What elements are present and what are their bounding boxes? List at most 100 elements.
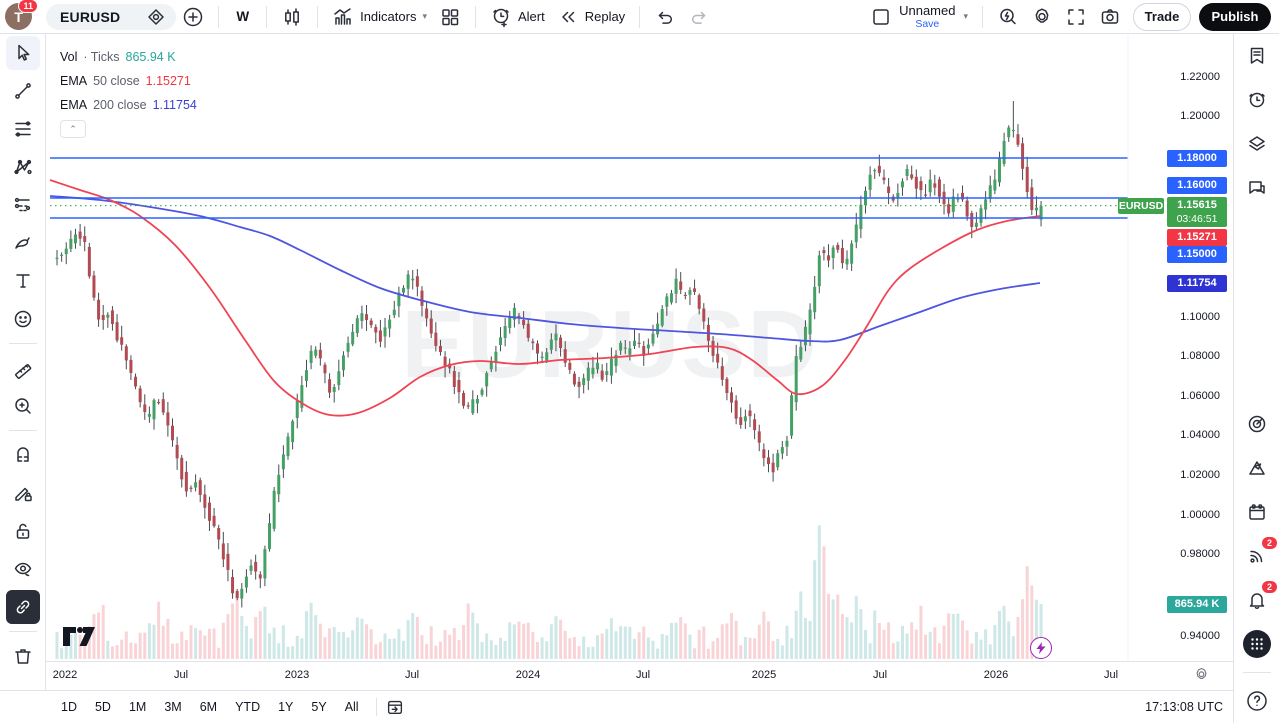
candle-up bbox=[905, 169, 909, 176]
chat-panel-button[interactable] bbox=[1240, 171, 1274, 205]
help-button[interactable] bbox=[1240, 684, 1274, 718]
layers-panel-button[interactable] bbox=[1240, 127, 1274, 161]
volume-bar bbox=[919, 605, 923, 659]
chart-pane[interactable]: EURUSD Vol · Ticks 865.94 K EMA 50 close… bbox=[46, 34, 1233, 690]
magnet-mode-button[interactable] bbox=[6, 438, 40, 472]
indicators-button[interactable]: Indicators ▾ bbox=[326, 2, 433, 32]
legend-row-volume[interactable]: Vol · Ticks 865.94 K bbox=[60, 45, 197, 69]
redo-button[interactable] bbox=[682, 2, 716, 32]
candle-down bbox=[166, 412, 170, 426]
range-button-all[interactable]: All bbox=[344, 700, 359, 714]
range-button-1m[interactable]: 1M bbox=[128, 700, 147, 714]
range-button-6m[interactable]: 6M bbox=[199, 700, 218, 714]
legend-collapse-button[interactable]: ⌃ bbox=[60, 120, 86, 138]
fib-tool-button[interactable] bbox=[6, 112, 40, 146]
candle-up bbox=[244, 576, 248, 588]
calendar-panel-button[interactable] bbox=[1240, 495, 1274, 529]
notifications-button[interactable]: 2 bbox=[1240, 581, 1277, 617]
fullscreen-button[interactable] bbox=[1059, 2, 1093, 32]
candle-up bbox=[669, 293, 673, 303]
axis-settings-gear-icon[interactable] bbox=[1193, 666, 1210, 683]
ideas-panel-button[interactable] bbox=[1240, 407, 1274, 441]
market-status-flash-button[interactable] bbox=[1030, 637, 1052, 659]
price-chart-canvas[interactable] bbox=[46, 34, 1233, 690]
volume-bar bbox=[480, 641, 484, 659]
cursor-tool-button[interactable] bbox=[5, 36, 40, 70]
candle-up bbox=[360, 313, 364, 321]
layout-menu-chevron[interactable]: ▾ bbox=[957, 7, 974, 26]
sync-drawings-button[interactable] bbox=[5, 590, 40, 624]
chart-type-button[interactable] bbox=[275, 2, 309, 32]
time-axis[interactable]: 2022 Jul 2023 Jul 2024 Jul 2025 Jul 2026 Jul bbox=[46, 661, 1233, 690]
volume-bar bbox=[434, 645, 438, 659]
ema200-line[interactable] bbox=[49, 195, 1041, 343]
apps-menu-button[interactable] bbox=[1240, 627, 1274, 661]
candle-up bbox=[554, 333, 558, 341]
candle-up bbox=[614, 354, 618, 367]
range-button-5d[interactable]: 5D bbox=[94, 700, 111, 714]
remove-drawings-button[interactable] bbox=[6, 639, 40, 673]
candle-up bbox=[591, 367, 595, 375]
candle-up bbox=[355, 318, 359, 334]
volume-bar bbox=[563, 630, 567, 659]
range-button-ytd[interactable]: YTD bbox=[235, 700, 261, 714]
trade-button[interactable]: Trade bbox=[1133, 2, 1191, 31]
magnet-icon bbox=[16, 447, 29, 462]
symbol-detail-diamond-icon[interactable] bbox=[146, 7, 166, 27]
volume-bar bbox=[711, 641, 715, 659]
apps-grid-icon bbox=[1242, 630, 1271, 658]
range-button-1d[interactable]: 1D bbox=[61, 700, 77, 714]
candle-up bbox=[475, 398, 479, 404]
volume-bar bbox=[776, 638, 780, 659]
alert-button[interactable]: Alert bbox=[484, 2, 551, 32]
emoji-tool-button[interactable] bbox=[6, 302, 40, 336]
snapshot-button[interactable] bbox=[1093, 2, 1127, 32]
timeframe-button[interactable]: W bbox=[227, 5, 258, 28]
clock-utc[interactable]: 17:13:08 UTC bbox=[1145, 700, 1223, 714]
add-symbol-button[interactable] bbox=[176, 2, 210, 32]
chat-bubbles-icon bbox=[1248, 181, 1265, 194]
measure-tool-button[interactable] bbox=[6, 351, 40, 385]
legend-row-ema200[interactable]: EMA 200 close 1.11754 bbox=[60, 93, 197, 117]
go-to-date-icon[interactable] bbox=[385, 697, 405, 717]
alert-label: Alert bbox=[517, 9, 545, 24]
user-avatar[interactable]: T 11 bbox=[5, 0, 38, 30]
chart-settings-button[interactable] bbox=[1025, 2, 1059, 32]
zoom-in-tool-button[interactable] bbox=[6, 389, 40, 423]
drawing-mode-lock-button[interactable] bbox=[6, 476, 40, 510]
forecast-tool-button[interactable] bbox=[6, 188, 40, 222]
ema50-line[interactable] bbox=[49, 179, 1041, 417]
pattern-tool-button[interactable] bbox=[6, 150, 40, 184]
layout-grid-button[interactable] bbox=[433, 2, 467, 32]
candle-up bbox=[499, 337, 503, 345]
streams-panel-button[interactable]: 2 bbox=[1240, 537, 1277, 573]
undo-button[interactable] bbox=[648, 2, 682, 32]
candle-up bbox=[494, 351, 498, 363]
volume-bar bbox=[1011, 636, 1015, 659]
lock-all-drawings-button[interactable] bbox=[6, 514, 40, 548]
ruler-measure-icon bbox=[14, 364, 31, 379]
symbol-search-button[interactable]: EURUSD bbox=[46, 3, 177, 30]
watchlist-button[interactable] bbox=[1240, 39, 1274, 73]
layout-name-block[interactable]: Unnamed Save bbox=[899, 4, 955, 30]
quick-search-button[interactable] bbox=[991, 2, 1025, 32]
save-button[interactable]: Save bbox=[915, 17, 940, 30]
hide-all-drawings-button[interactable] bbox=[6, 552, 40, 586]
replay-button[interactable]: Replay bbox=[551, 2, 631, 32]
candle-down bbox=[877, 165, 881, 173]
text-tool-button[interactable] bbox=[6, 264, 40, 298]
symbol-name: EURUSD bbox=[60, 8, 121, 25]
minds-panel-button[interactable] bbox=[1240, 451, 1274, 485]
legend-row-ema50[interactable]: EMA 50 close 1.15271 bbox=[60, 69, 197, 93]
trend-line-tool-button[interactable] bbox=[6, 74, 40, 108]
range-button-1y[interactable]: 1Y bbox=[278, 700, 294, 714]
range-button-5y[interactable]: 5Y bbox=[311, 700, 327, 714]
tradingview-logo bbox=[63, 627, 95, 646]
publish-button[interactable]: Publish bbox=[1199, 2, 1271, 31]
candle-up bbox=[286, 436, 290, 457]
layout-select-button[interactable] bbox=[865, 3, 897, 31]
alerts-panel-button[interactable] bbox=[1240, 83, 1274, 117]
brush-tool-button[interactable] bbox=[6, 226, 40, 260]
volume-bar bbox=[656, 648, 660, 659]
range-button-3m[interactable]: 3M bbox=[164, 700, 182, 714]
